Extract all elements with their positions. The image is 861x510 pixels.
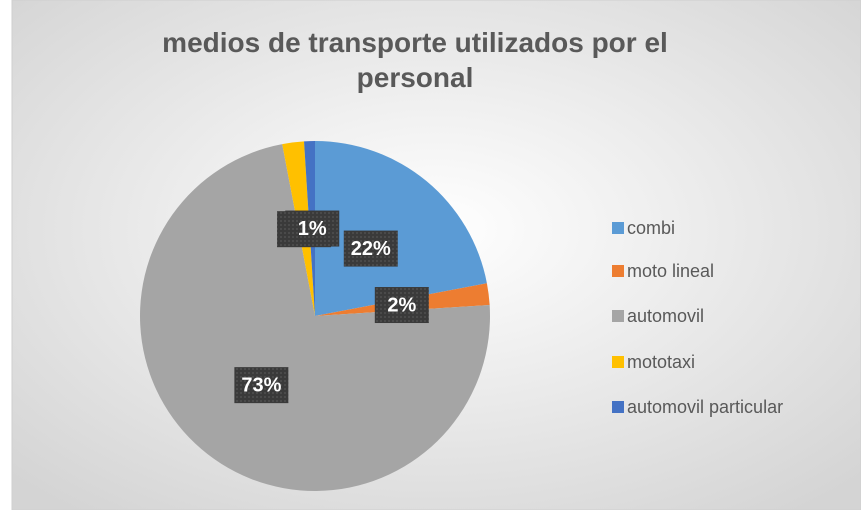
data-label-box <box>343 230 398 267</box>
legend-swatch <box>612 222 624 234</box>
chart-title: medios de transporte utilizados por el pe… <box>162 27 668 93</box>
data-label-box <box>285 210 340 247</box>
legend-swatch <box>612 265 624 277</box>
data-label: 73% <box>234 367 289 404</box>
data-label-box <box>234 367 289 404</box>
legend-swatch <box>612 356 624 368</box>
pie-slice <box>139 144 490 492</box>
legend-label: combi <box>627 218 675 238</box>
data-label-text: 1% <box>298 218 327 240</box>
legend-label: automovil <box>627 306 704 326</box>
data-label-text: 22% <box>351 238 391 260</box>
legend-swatch <box>612 401 624 413</box>
legend-label: moto lineal <box>627 261 714 281</box>
legend-label: mototaxi <box>627 352 695 372</box>
data-label: 22% <box>343 230 398 267</box>
data-label-text: 73% <box>241 374 281 396</box>
data-label: 2% <box>374 287 429 324</box>
legend-label: automovil particular <box>627 397 783 417</box>
pie-slice <box>315 141 487 316</box>
legend-swatch <box>612 310 624 322</box>
data-label: 1% <box>285 210 340 247</box>
data-label-box <box>374 287 429 324</box>
data-label-text: 2% <box>387 294 416 316</box>
